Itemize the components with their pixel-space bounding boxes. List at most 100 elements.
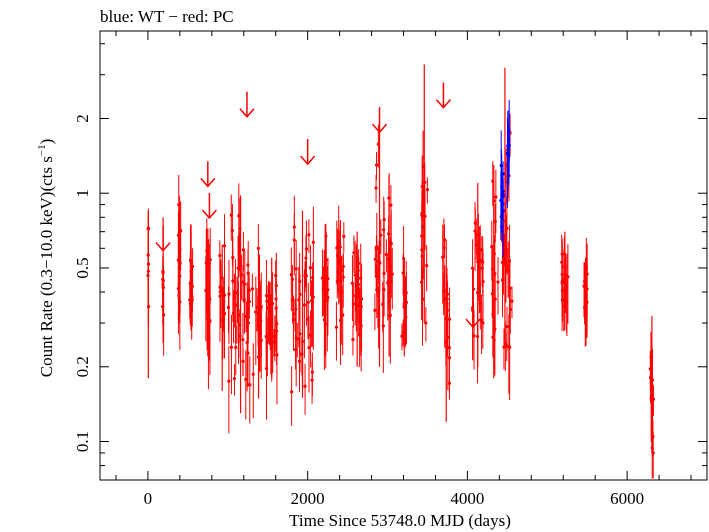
data-point [374, 163, 379, 167]
data-point [298, 279, 302, 284]
data-point [352, 250, 356, 255]
data-point [294, 267, 298, 271]
data-point [341, 264, 345, 269]
data-point [374, 274, 378, 278]
data-point [310, 370, 314, 374]
data-point [308, 266, 313, 270]
data-point [651, 397, 656, 401]
data-point [359, 276, 363, 280]
series-pc [146, 64, 656, 479]
data-point [226, 305, 231, 310]
data-point [585, 272, 589, 276]
data-point [267, 307, 272, 311]
data-point [375, 245, 379, 249]
upper-limit-arrow-head [300, 155, 316, 166]
data-point [298, 332, 302, 336]
data-point [232, 376, 237, 381]
upper-limit-arrow-head [465, 318, 481, 329]
data-point [442, 238, 447, 242]
y-axis-label: Count Rate (0.3−10.0 keV)(cts s−1) [36, 139, 56, 378]
data-point [232, 295, 237, 299]
data-point [254, 310, 258, 314]
data-point [222, 244, 227, 248]
data-point [306, 300, 310, 304]
data-point [373, 308, 377, 312]
data-point [474, 242, 478, 247]
data-point [351, 337, 355, 342]
data-point [334, 325, 339, 329]
upper-limits [155, 82, 481, 329]
y-axis-label-sup: −1 [36, 144, 48, 156]
data-point [229, 345, 234, 350]
data-point [493, 297, 497, 301]
data-point [494, 195, 498, 199]
y-axis-label-main: Count Rate (0.3−10.0 keV)(cts s [37, 156, 56, 377]
data-point [560, 281, 564, 285]
data-point [231, 255, 235, 260]
data-point [424, 321, 428, 325]
data-point [508, 345, 512, 349]
upper-limit-arrow-head [239, 108, 255, 118]
data-point [307, 233, 311, 237]
data-point [400, 334, 404, 338]
x-tick-label: 0 [144, 489, 153, 508]
data-point [265, 299, 269, 303]
data-point [304, 256, 308, 260]
y-tick-label: 0.5 [73, 257, 92, 278]
data-point [566, 275, 570, 279]
data-point [420, 234, 424, 238]
data-point [501, 194, 505, 198]
data-point [326, 288, 330, 292]
data-point [311, 295, 315, 299]
data-point [496, 280, 500, 284]
data-point [307, 346, 311, 350]
data-point [472, 334, 476, 338]
data-point [335, 246, 339, 250]
y-tick-label: 1 [73, 189, 92, 198]
data-point [250, 287, 254, 291]
data-point [374, 186, 378, 190]
data-point [425, 264, 429, 268]
data-point [493, 219, 497, 224]
data-point [425, 188, 429, 192]
data-point [302, 303, 307, 307]
data-point [246, 263, 250, 267]
y-tick-label: 0.2 [73, 356, 92, 377]
upper-limit-arrow-head [371, 123, 388, 134]
data-point [291, 298, 295, 302]
data-point [505, 344, 509, 348]
data-point [294, 307, 298, 311]
data-point [297, 359, 302, 363]
data-point [236, 313, 241, 317]
upper-limit-arrow-head [200, 177, 216, 188]
data-point [353, 294, 358, 298]
data-point [382, 287, 386, 292]
y-axis: 0.1 0.2 0.5 1 2 [73, 43, 707, 481]
y-axis-label-end: ) [37, 139, 56, 145]
data-point [243, 282, 247, 286]
data-point [237, 250, 241, 255]
data-point [230, 228, 235, 233]
data-point [241, 248, 246, 252]
y-tick-label: 2 [73, 114, 92, 123]
data-point [441, 255, 445, 259]
data-point [303, 384, 307, 388]
data-point [259, 338, 263, 342]
upper-limit-arrow-head [201, 209, 217, 220]
data-point [311, 276, 315, 280]
data-point [227, 379, 231, 383]
data-point [241, 338, 245, 342]
data-point [256, 246, 260, 250]
data-point [508, 286, 512, 290]
data-point [292, 238, 296, 242]
data-point [247, 288, 251, 293]
data-point [389, 240, 393, 245]
data-point [246, 351, 250, 355]
data-point [222, 312, 227, 316]
upper-limit-arrow-head [435, 99, 451, 109]
data-point [309, 299, 314, 303]
data-point [251, 372, 255, 376]
data-point [357, 288, 361, 292]
x-axis: 0 2000 4000 6000 [115, 31, 692, 508]
data-point [389, 203, 393, 207]
